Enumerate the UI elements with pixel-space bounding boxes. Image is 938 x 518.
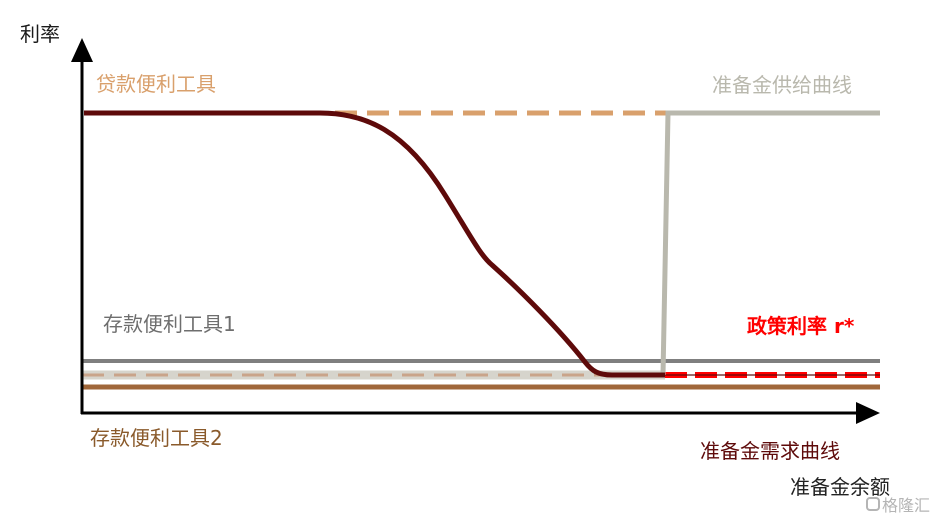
y-axis-arrow xyxy=(71,38,93,62)
watermark-text: 格隆汇 xyxy=(882,496,931,515)
supply-curve-label: 准备金供给曲线 xyxy=(712,73,852,97)
deposit-facility-2-label: 存款便利工具2 xyxy=(90,426,223,450)
x-axis-label: 准备金余额 xyxy=(790,475,890,499)
deposit-facility-1-label: 存款便利工具1 xyxy=(103,312,236,336)
demand-curve-label: 准备金需求曲线 xyxy=(700,439,840,463)
y-axis-label: 利率 xyxy=(20,22,60,46)
reserve-demand-curve xyxy=(84,110,665,378)
x-axis-arrow xyxy=(856,402,880,424)
loan-facility-label: 贷款便利工具 xyxy=(96,72,216,96)
policy-rate-label: 政策利率 r* xyxy=(747,314,855,338)
watermark: 格隆汇 xyxy=(866,492,930,516)
reserve-supply-curve xyxy=(660,110,880,376)
watermark-logo-icon xyxy=(866,497,880,511)
